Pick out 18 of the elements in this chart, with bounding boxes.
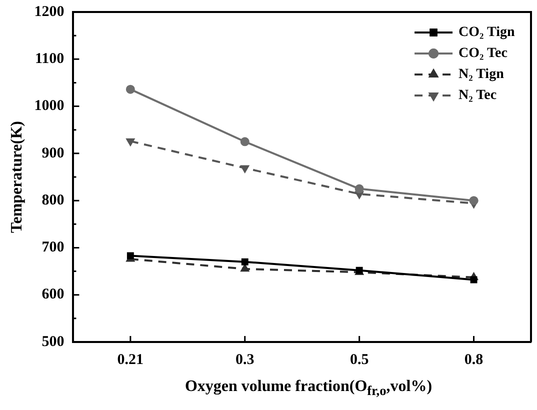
y-tick-label: 1100 xyxy=(35,51,64,68)
legend-label: CO₂ Tign xyxy=(458,25,515,40)
y-tick-label: 1200 xyxy=(34,4,64,20)
y-tick-label: 700 xyxy=(42,240,64,256)
legend-label: CO₂ Tec xyxy=(458,46,508,62)
y-tick-label: 500 xyxy=(42,334,64,350)
x-tick-label: 0.21 xyxy=(117,352,144,368)
x-tick-label: 0.3 xyxy=(236,352,254,368)
y-tick-label: 1000 xyxy=(34,98,64,114)
x-tick-label: 0.5 xyxy=(350,352,369,368)
x-tick-label: 0.8 xyxy=(464,352,484,368)
y-tick-label: 800 xyxy=(42,192,64,208)
y-axis-title: Temperature(K) xyxy=(8,121,26,233)
legend-label: N₂ Tec xyxy=(458,88,497,104)
x-axis-title: Oxygen volume fraction(O$_{fr,o}$,vol%) xyxy=(184,378,434,400)
y-tick-label: 600 xyxy=(42,286,64,303)
legend-label: N₂ Tign xyxy=(458,67,504,82)
y-tick-label: 900 xyxy=(42,145,64,162)
